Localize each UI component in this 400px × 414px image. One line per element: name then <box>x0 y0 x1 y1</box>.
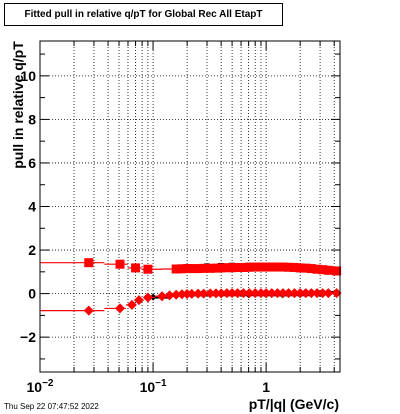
data-point-square <box>115 259 125 269</box>
y-tick-label: 8 <box>28 111 36 127</box>
data-point-square <box>238 262 248 272</box>
data-point-square <box>301 263 311 273</box>
data-point-diamond <box>331 288 342 299</box>
data-point-diamond <box>261 288 272 299</box>
data-point-diamond <box>210 288 221 299</box>
data-point-square <box>284 262 294 272</box>
data-point-diamond <box>238 288 249 299</box>
data-point-square <box>306 264 316 274</box>
data-point-square <box>182 264 192 274</box>
data-point-square <box>318 265 328 275</box>
data-point-diamond <box>289 288 300 299</box>
data-point-diamond <box>306 288 317 299</box>
data-point-diamond <box>126 299 137 310</box>
data-point-diamond <box>283 288 294 299</box>
y-tick-label: 6 <box>28 155 36 171</box>
data-point-square <box>177 264 187 274</box>
data-point-square <box>244 262 254 272</box>
data-point-diamond <box>205 288 216 299</box>
data-point-diamond <box>115 303 126 314</box>
data-point-diamond <box>157 291 168 302</box>
y-tick-label: 4 <box>28 199 36 215</box>
data-point-square <box>216 263 226 273</box>
x-tick-label: 10−2 <box>27 378 54 395</box>
data-point-square <box>84 258 94 268</box>
data-point-square <box>261 262 271 272</box>
data-point-diamond <box>133 295 144 306</box>
data-point-square <box>267 262 277 272</box>
y-tick-label: 2 <box>28 242 36 258</box>
data-point-diamond <box>142 292 153 303</box>
data-point-diamond <box>255 288 266 299</box>
data-point-square <box>205 263 215 273</box>
data-point-diamond <box>300 288 311 299</box>
data-point-diamond <box>186 288 197 299</box>
data-point-square <box>227 263 237 273</box>
data-point-square <box>323 265 333 275</box>
data-point-square <box>332 266 342 276</box>
data-point-diamond <box>193 288 204 299</box>
data-point-square <box>250 262 260 272</box>
data-point-diamond <box>164 290 175 301</box>
data-point-diamond <box>171 289 182 300</box>
data-point-diamond <box>312 288 323 299</box>
data-point-square <box>222 263 232 273</box>
x-tick-label: 1 <box>262 379 270 395</box>
data-point-square <box>199 263 209 273</box>
data-point-diamond <box>250 288 261 299</box>
data-point-diamond <box>272 288 283 299</box>
y-tick-label: 10 <box>20 68 36 84</box>
x-axis-label: pT/|q| (GeV/c) <box>248 396 339 412</box>
data-point-square <box>193 264 203 274</box>
data-point-square <box>312 264 322 274</box>
data-point-diamond <box>227 288 238 299</box>
plot-frame <box>39 40 341 373</box>
data-point-diamond <box>221 288 232 299</box>
y-axis-label: pull in relative q/pT <box>10 41 26 169</box>
data-point-square <box>143 264 153 274</box>
data-point-diamond <box>266 288 277 299</box>
data-point-square <box>211 263 221 273</box>
data-point-diamond <box>216 288 227 299</box>
y-tick-label: −2 <box>20 329 36 345</box>
data-point-diamond <box>323 288 334 299</box>
x-tick-label: 10−1 <box>140 378 167 395</box>
data-point-diamond <box>295 288 306 299</box>
data-point-diamond <box>83 305 94 316</box>
data-point-diamond <box>198 288 209 299</box>
data-point-square <box>171 264 181 274</box>
data-point-diamond <box>317 288 328 299</box>
data-point-diamond <box>244 288 255 299</box>
data-point-diamond <box>278 288 289 299</box>
data-point-square <box>295 263 305 273</box>
data-point-square <box>256 262 266 272</box>
chart-title: Fitted pull in relative q/pT for Global … <box>4 3 283 26</box>
y-tick-label: 0 <box>28 286 36 302</box>
data-point-diamond <box>232 288 243 299</box>
data-point-square <box>187 264 197 274</box>
data-point-square <box>289 262 299 272</box>
data-point-square <box>272 262 282 272</box>
data-point-square <box>233 262 243 272</box>
data-point-square <box>131 263 141 273</box>
timestamp: Thu Sep 22 07:47:52 2022 <box>4 402 99 411</box>
data-point-square <box>278 262 288 272</box>
